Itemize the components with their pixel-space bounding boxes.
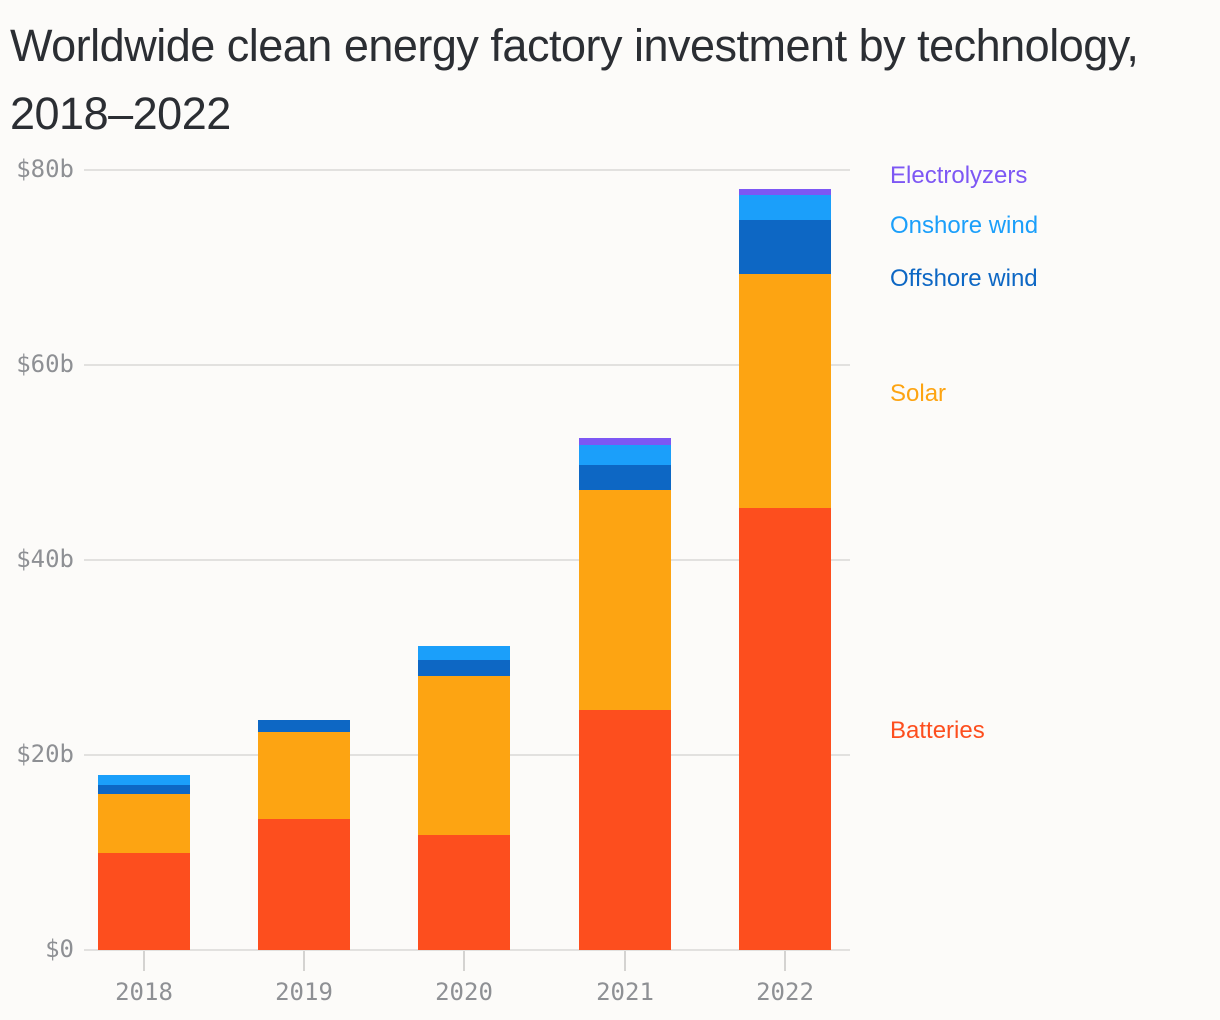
x-axis-label-2020: 2020 [435,978,493,1006]
x-axis-tick-2021 [624,951,626,971]
bar-segment-2019-offshore-wind [258,719,350,732]
bar-segment-2020-offshore-wind [418,660,510,677]
x-axis-tick-2020 [463,951,465,971]
bar-segment-2020-solar [418,676,510,835]
gridline-40b [84,559,850,561]
y-axis-label: $80b [16,155,74,183]
x-axis-tick-2018 [143,951,145,971]
gridline-0b [84,949,850,951]
legend-item-offshore-wind: Offshore wind [890,265,1038,292]
x-axis-tick-2019 [303,951,305,971]
bar-segment-2022-offshore-wind [739,219,831,275]
x-axis-label-2022: 2022 [756,978,814,1006]
bar-segment-2019-batteries [258,819,350,950]
bar-segment-2018-offshore-wind [98,785,190,794]
x-axis-label-2018: 2018 [115,978,173,1006]
bar-segment-2021-solar [579,489,671,711]
bar-segment-2020-onshore-wind [418,645,510,661]
bar-segment-2020-batteries [418,834,510,950]
bar-segment-2018-onshore-wind [98,775,190,786]
bar-segment-2022-batteries [739,508,831,950]
x-axis-tick-2022 [784,951,786,971]
bar-segment-2018-solar [98,794,190,854]
bar-segment-2022-onshore-wind [739,195,831,220]
chart-title: Worldwide clean energy factory investmen… [10,20,1139,139]
y-axis-label: $20b [16,740,74,768]
bar-segment-2019-solar [258,731,350,820]
gridline-80b [84,169,850,171]
bar-segment-2022-solar [739,274,831,509]
bar-segment-2021-electrolyzers [579,438,671,445]
bar-segment-2021-onshore-wind [579,444,671,466]
x-axis-label-2019: 2019 [275,978,333,1006]
gridline-60b [84,364,850,366]
legend-item-onshore-wind: Onshore wind [890,212,1039,239]
bar-segment-2021-batteries [579,710,671,950]
legend-item-electrolyzers: Electrolyzers [890,162,1028,189]
bar-segment-2018-batteries [98,853,190,950]
legend-item-solar: Solar [890,380,947,407]
x-axis-label-2021: 2021 [596,978,654,1006]
y-axis-label: $40b [16,545,74,573]
bar-segment-2022-electrolyzers [739,188,831,196]
legend-item-batteries: Batteries [890,717,985,744]
y-axis-label: $60b [16,350,74,378]
bar-segment-2021-offshore-wind [579,465,671,490]
y-axis-label: $0 [45,935,74,963]
